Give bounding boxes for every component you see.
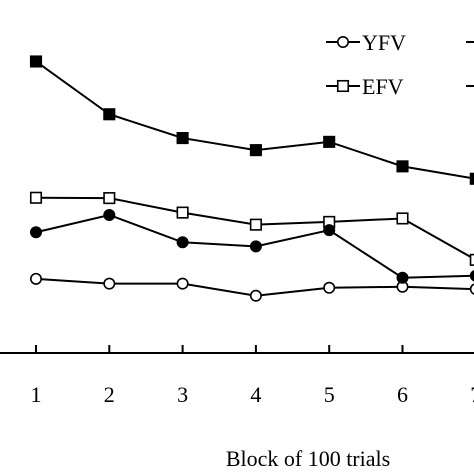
x-tick-label: 5 — [324, 382, 335, 407]
legend-item — [466, 41, 474, 43]
x-tick-label: 7 — [470, 382, 474, 407]
data-point — [396, 160, 409, 173]
data-point — [323, 281, 336, 294]
legend-item: YFV — [326, 30, 406, 55]
data-point — [103, 192, 116, 205]
legend-item: EFV — [326, 74, 404, 99]
data-point — [249, 218, 262, 231]
data-point — [103, 277, 116, 290]
x-axis-title: Block of 100 trials — [226, 446, 390, 471]
x-tick-label: 1 — [31, 382, 42, 407]
data-point — [103, 108, 116, 121]
data-point — [176, 206, 189, 219]
data-point — [29, 226, 42, 239]
data-point — [469, 269, 474, 282]
legend-item — [466, 85, 474, 87]
series-3 — [29, 209, 474, 284]
data-point — [249, 289, 262, 302]
data-point — [29, 191, 43, 204]
data-point — [469, 253, 474, 266]
series-layer — [29, 55, 474, 302]
legend-label: YFV — [362, 30, 406, 55]
data-point — [29, 55, 43, 68]
legend-marker — [336, 79, 350, 93]
data-point — [29, 272, 42, 285]
data-point — [323, 135, 336, 148]
data-point — [176, 277, 189, 290]
data-point — [249, 144, 262, 157]
series-1 — [29, 272, 474, 302]
data-point — [176, 132, 189, 145]
x-tick-label: 6 — [397, 382, 408, 407]
data-point — [103, 209, 116, 222]
series-4 — [29, 55, 474, 185]
legend-label: EFV — [362, 74, 404, 99]
data-point — [469, 283, 474, 295]
data-point — [396, 271, 409, 284]
data-point — [176, 236, 189, 249]
legend-marker — [336, 35, 349, 48]
x-tick-label: 2 — [104, 382, 115, 407]
data-point — [469, 172, 474, 185]
x-tick-label: 4 — [250, 382, 261, 407]
data-point — [323, 224, 336, 237]
data-point — [396, 212, 409, 225]
series-2 — [29, 191, 474, 266]
x-axis: 1 2 3 4 5 6 7 — [0, 345, 474, 407]
x-tick-label: 3 — [177, 382, 188, 407]
data-point — [249, 240, 262, 253]
legend: YFV EFV — [326, 30, 474, 99]
